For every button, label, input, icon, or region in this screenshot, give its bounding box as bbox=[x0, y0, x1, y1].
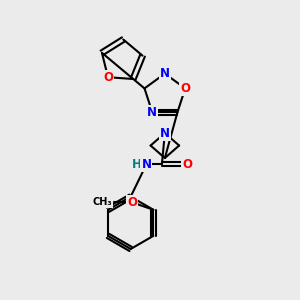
Text: CH₃: CH₃ bbox=[92, 197, 112, 207]
Text: O: O bbox=[180, 82, 190, 95]
Text: N: N bbox=[141, 158, 152, 171]
Text: O: O bbox=[103, 71, 113, 84]
Text: O: O bbox=[127, 196, 137, 209]
Text: N: N bbox=[160, 127, 170, 140]
Text: N: N bbox=[160, 67, 170, 80]
Text: O: O bbox=[182, 158, 192, 171]
Text: H: H bbox=[132, 158, 142, 171]
Text: N: N bbox=[147, 106, 157, 119]
